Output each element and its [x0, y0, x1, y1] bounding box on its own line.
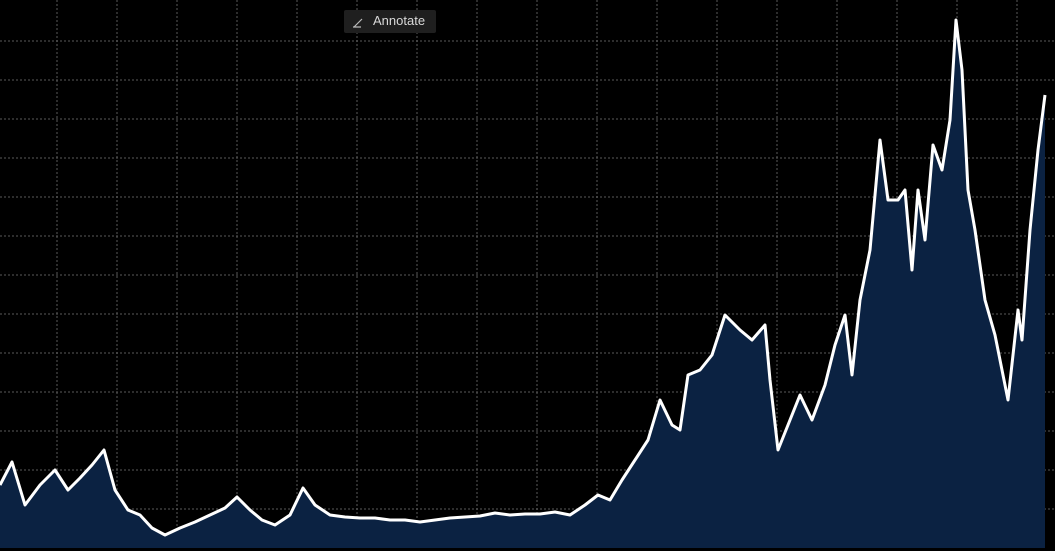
line [0, 18, 1047, 537]
area-fill [0, 20, 1045, 548]
annotate-button[interactable]: Annotate [344, 10, 436, 33]
button-background[interactable] [344, 10, 436, 33]
button-label[interactable]: Annotate [373, 13, 425, 28]
pen-icon [353, 18, 363, 28]
plot [0, 18, 1047, 548]
